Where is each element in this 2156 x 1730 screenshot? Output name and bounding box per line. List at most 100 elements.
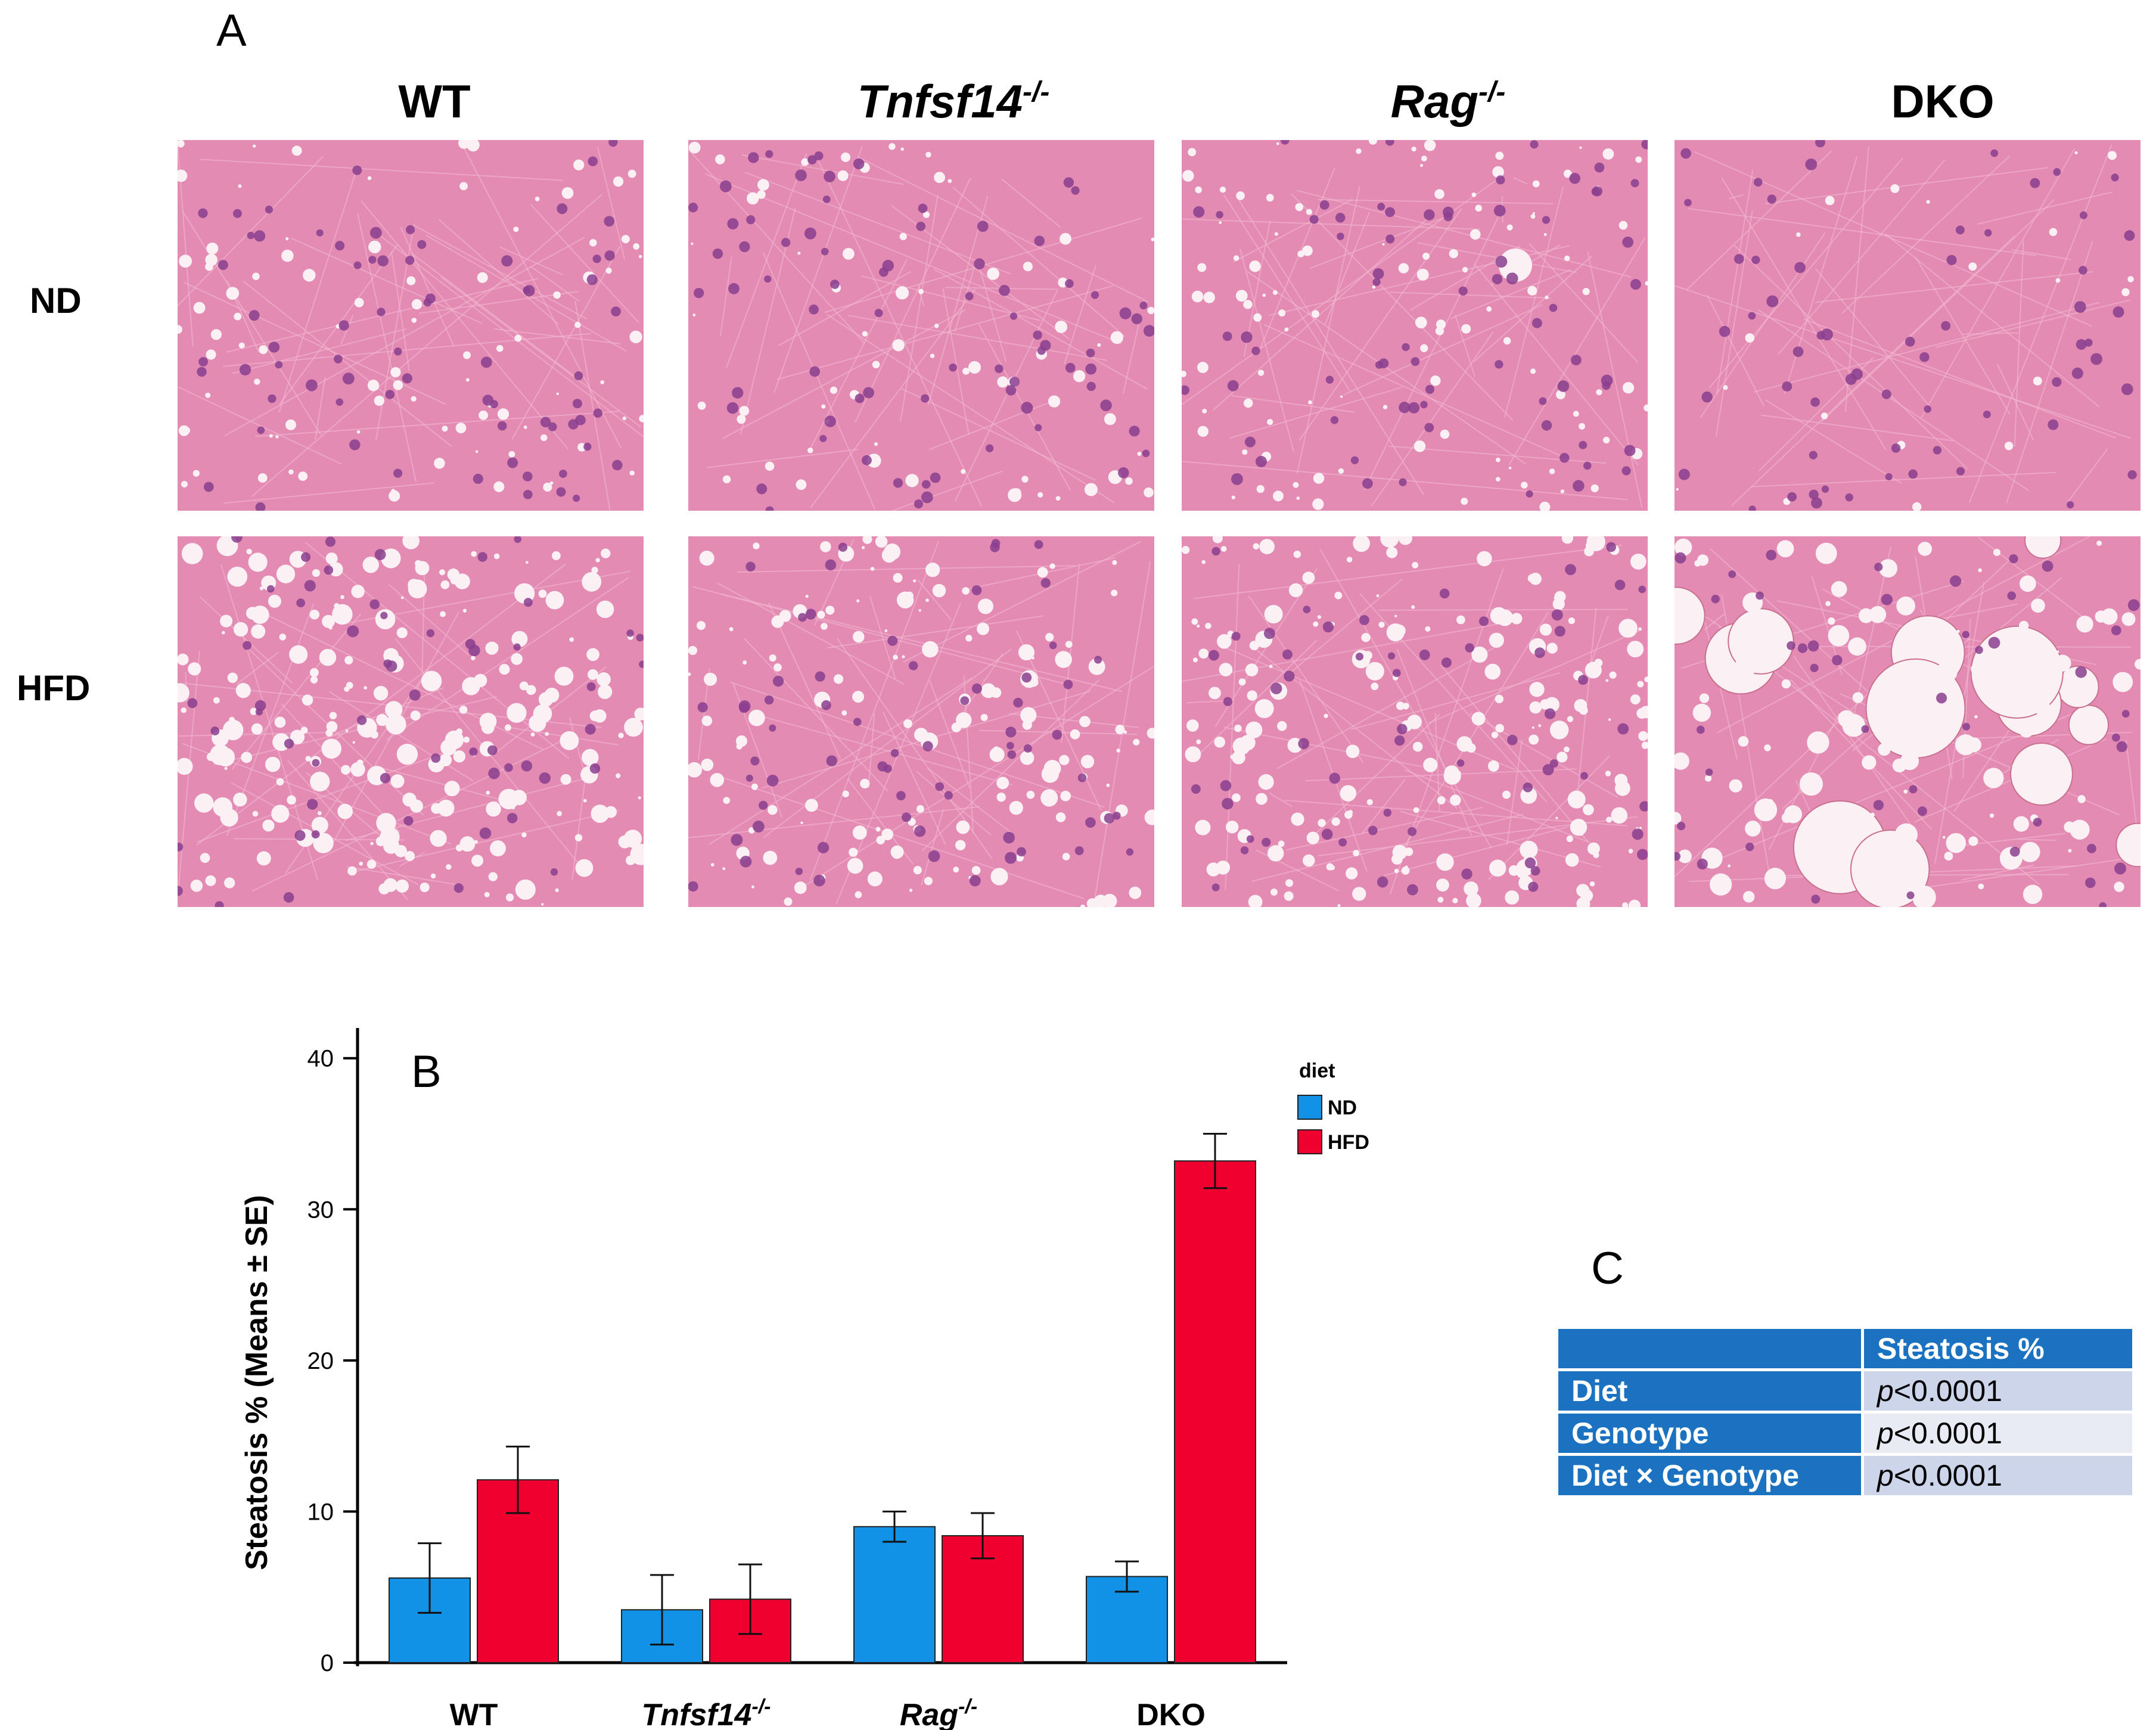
lipid-vacuole <box>488 872 498 881</box>
lipid-vacuole <box>1590 484 1599 493</box>
cell-nucleus <box>1193 206 1205 218</box>
lipid-vacuole <box>2121 612 2136 626</box>
lipid-vacuole <box>870 567 875 571</box>
cell-nucleus <box>1678 468 1690 480</box>
cell-nucleus <box>822 195 831 203</box>
lipid-vacuole <box>1062 853 1070 861</box>
lipid-vacuole <box>268 594 281 608</box>
cell-nucleus <box>324 565 334 575</box>
tissue-fiber <box>1488 755 1610 880</box>
lipid-vacuole <box>1532 180 1540 188</box>
cell-nucleus <box>473 473 483 484</box>
lipid-vacuole <box>182 427 191 434</box>
lipid-vacuole <box>596 600 614 619</box>
p-symbol: p <box>1877 1459 1894 1492</box>
lipid-vacuole <box>1471 192 1477 197</box>
cell-nucleus <box>1139 302 1148 310</box>
lipid-vacuole <box>313 833 334 853</box>
lipid-vacuole <box>1217 634 1232 649</box>
tissue-fiber <box>1325 212 1370 325</box>
lipid-vacuole <box>1412 741 1423 752</box>
lipid-vacuole <box>855 891 862 899</box>
lipid-vacuole <box>820 541 831 552</box>
lipid-vacuole <box>1220 546 1227 552</box>
micrograph-wt-hfd <box>178 536 644 907</box>
cell-nucleus <box>374 549 386 560</box>
tissue-fiber <box>1455 315 1476 377</box>
tissue-fiber <box>1793 656 1912 827</box>
tissue-fiber <box>597 147 625 259</box>
tissue-fiber <box>1706 294 1764 406</box>
lipid-vacuole <box>899 232 907 241</box>
lipid-vacuole <box>925 563 940 577</box>
cell-nucleus <box>1074 846 1084 855</box>
category-label: DKO <box>1136 1698 1206 1730</box>
lipid-vacuole <box>511 805 515 810</box>
lipid-vacuole <box>1086 898 1098 907</box>
lipid-vacuole <box>1243 300 1253 309</box>
cell-nucleus <box>1919 352 1930 362</box>
cell-nucleus <box>210 726 220 735</box>
lipid-vacuole <box>729 627 734 632</box>
lipid-vacuole <box>385 701 403 719</box>
lipid-vacuole <box>440 611 446 617</box>
lipid-vacuole <box>311 816 328 834</box>
lipid-vacuole <box>2049 228 2058 237</box>
lipid-vacuole <box>477 272 488 283</box>
lipid-vacuole <box>238 184 242 188</box>
lipid-vacuole <box>309 668 319 678</box>
lipid-vacuole <box>1147 306 1154 315</box>
tissue-fiber <box>2014 240 2024 447</box>
lipid-vacuole <box>1424 140 1436 151</box>
tissue-fiber <box>921 679 1099 852</box>
lipid-vacuole <box>1203 291 1215 303</box>
lipid-vacuole <box>1284 891 1294 901</box>
lipid-vacuole <box>977 622 990 635</box>
lipid-vacuole <box>821 623 828 630</box>
tissue-fiber <box>1961 864 2034 881</box>
y-tick-label: 10 <box>307 1499 334 1525</box>
tissue-fiber <box>1968 144 2112 504</box>
cell-nucleus <box>1303 605 1311 614</box>
cell-nucleus <box>1456 759 1465 767</box>
tissue-fiber <box>705 173 1122 344</box>
lipid-vacuole <box>281 249 294 262</box>
tissue-fiber <box>1936 299 2130 348</box>
lipid-vacuole <box>905 591 914 600</box>
lipid-vacuole <box>450 576 458 585</box>
lipid-vacuole <box>321 779 325 784</box>
cell-nucleus <box>507 457 518 468</box>
tissue-fiber <box>231 613 362 770</box>
cell-nucleus <box>1443 212 1453 222</box>
lipid-vacuole <box>1471 646 1488 663</box>
tissue-fiber <box>222 333 591 367</box>
cell-nucleus <box>1861 725 1869 733</box>
lipid-vacuole <box>1040 789 1058 807</box>
cell-nucleus <box>178 843 184 852</box>
tissue-fiber <box>688 149 866 344</box>
tissue-fiber <box>1962 332 2019 335</box>
lipid-vacuole <box>402 536 420 549</box>
lipid-vacuole <box>1080 754 1095 769</box>
lipid-vacuole <box>1781 679 1791 689</box>
lipid-vacuole <box>557 810 562 816</box>
lipid-vacuole <box>545 591 564 610</box>
cell-nucleus <box>1113 812 1121 820</box>
cell-nucleus <box>203 482 214 492</box>
lipid-vacuole <box>2033 376 2042 386</box>
cell-nucleus <box>1208 650 1219 661</box>
row-header-nd: ND <box>30 281 82 321</box>
lipid-vacuole <box>220 614 233 628</box>
lipid-vacuole <box>541 903 544 906</box>
tissue-fiber <box>1688 207 2036 256</box>
cell-nucleus <box>178 886 183 896</box>
cell-nucleus <box>586 274 598 285</box>
lipid-vacuole <box>1942 836 1946 839</box>
tissue-fiber <box>883 712 946 845</box>
lipid-vacuole <box>505 893 514 902</box>
tissue-fiber <box>1913 738 2107 823</box>
lipid-vacuole <box>1195 186 1202 194</box>
tissue-fiber <box>1343 304 1543 396</box>
lipid-vacuole <box>930 353 935 358</box>
cell-nucleus <box>1946 254 1957 266</box>
